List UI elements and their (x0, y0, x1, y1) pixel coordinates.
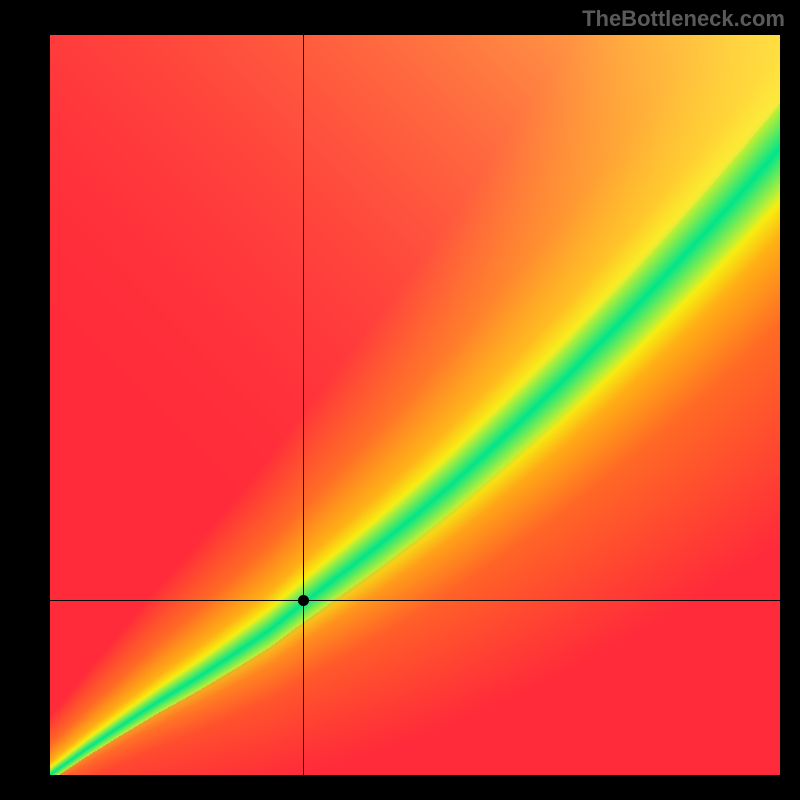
heatmap-canvas (50, 35, 780, 775)
crosshair-horizontal (50, 600, 780, 601)
watermark-text: TheBottleneck.com (582, 6, 785, 32)
crosshair-vertical (303, 35, 304, 775)
plot-area (50, 35, 780, 775)
crosshair-point (298, 595, 309, 606)
